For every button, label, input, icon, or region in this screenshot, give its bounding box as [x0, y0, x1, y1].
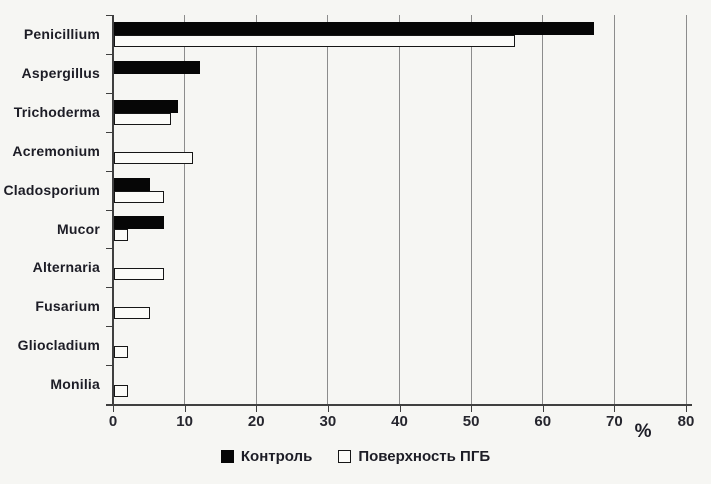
x-axis-unit-label: % — [634, 421, 652, 442]
category-label-monilia: Monilia — [50, 376, 100, 393]
y-axis-tick — [106, 131, 113, 133]
legend-swatch-phb-surface — [338, 450, 352, 463]
legend-swatch-control — [220, 450, 234, 463]
gridline-70 — [613, 15, 615, 404]
bar-control-aspergillus — [114, 60, 200, 74]
gridline-40 — [399, 15, 400, 404]
y-axis-line — [112, 15, 114, 406]
bar-phb-alternaria — [114, 268, 164, 281]
bar-phb-gliocladium — [114, 346, 128, 359]
category-label-mucor: Mucor — [57, 220, 100, 237]
bar-control-penicillium — [114, 21, 594, 35]
y-axis-tick — [106, 170, 113, 172]
x-axis-tick — [184, 406, 186, 412]
x-tick-label-80: 80 — [677, 413, 695, 430]
category-label-aspergillus: Aspergillus — [21, 64, 100, 81]
x-tick-label-10: 10 — [176, 413, 193, 430]
category-label-fusarium: Fusarium — [35, 298, 100, 315]
legend-entry-control: Контроль — [220, 448, 313, 465]
y-axis-tick — [106, 248, 113, 250]
bar-phb-mucor — [114, 229, 128, 242]
x-axis-line — [106, 404, 692, 406]
gridline-50 — [470, 15, 472, 404]
x-tick-label-50: 50 — [462, 413, 480, 430]
x-tick-label-30: 30 — [319, 413, 337, 430]
bar-control-cladosporium — [114, 177, 150, 191]
x-axis-tick — [327, 406, 329, 412]
gridline-10 — [184, 15, 186, 404]
x-axis-tick — [113, 406, 114, 412]
category-label-penicillium: Penicillium — [23, 26, 100, 42]
y-axis-tick — [106, 287, 113, 289]
x-tick-label-60: 60 — [534, 413, 552, 430]
bar-phb-trichoderma — [114, 112, 171, 125]
category-label-acremonium: Acremonium — [12, 142, 100, 159]
gridline-60 — [542, 15, 544, 404]
x-tick-label-0: 0 — [108, 413, 118, 430]
bar-phb-penicillium — [114, 34, 515, 47]
gridline-20 — [255, 15, 257, 404]
y-axis-tick — [106, 53, 113, 55]
x-axis-tick — [686, 406, 687, 412]
y-axis-tick — [106, 92, 113, 94]
x-axis-tick — [614, 406, 616, 412]
bar-control-mucor — [114, 216, 164, 230]
legend-label-control: Контроль — [240, 448, 313, 465]
legend-entry-phb-surface: Поверхность ПГБ — [338, 448, 490, 465]
x-axis-tick — [542, 406, 544, 412]
x-tick-label-70: 70 — [606, 413, 623, 430]
category-label-cladosporium: Cladosporium — [3, 181, 100, 198]
bar-phb-cladosporium — [114, 190, 164, 203]
bar-control-trichoderma — [114, 99, 178, 113]
category-label-alternaria: Alternaria — [32, 259, 100, 276]
x-tick-label-40: 40 — [391, 413, 408, 430]
bar-phb-acremonium — [114, 151, 193, 164]
y-axis-tick — [106, 209, 113, 211]
category-label-gliocladium: Gliocladium — [17, 337, 100, 354]
x-axis-tick — [471, 406, 473, 412]
x-tick-label-20: 20 — [247, 413, 265, 430]
gridline-80 — [685, 15, 687, 404]
category-label-trichoderma: Trichoderma — [13, 103, 100, 120]
x-axis-tick — [256, 406, 258, 412]
bar-phb-fusarium — [114, 307, 150, 320]
chart-legend: Контроль Поверхность ПГБ — [0, 448, 711, 465]
gridline-30 — [327, 15, 329, 404]
y-axis-tick — [106, 326, 113, 328]
bar-phb-monilia — [114, 385, 128, 398]
y-axis-tick — [106, 15, 113, 16]
legend-label-phb-surface: Поверхность ПГБ — [358, 448, 491, 465]
y-axis-tick — [106, 365, 113, 367]
x-axis-tick — [399, 406, 401, 412]
